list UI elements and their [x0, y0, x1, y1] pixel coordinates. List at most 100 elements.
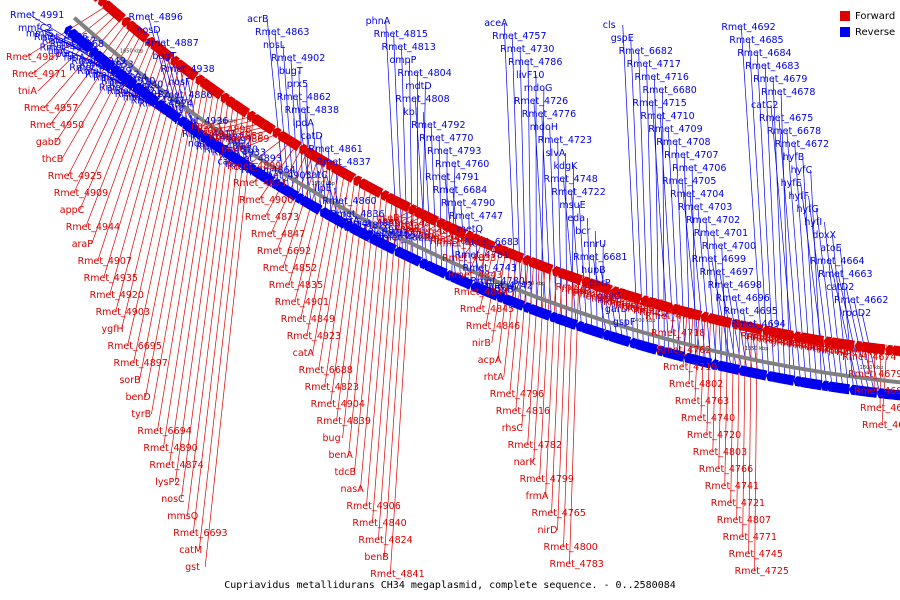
gene-label-reverse: Rmet_4700: [702, 241, 756, 252]
gene-label-forward: Rmet_4841: [370, 569, 424, 580]
gene-label-reverse: acrB: [247, 14, 268, 25]
gene-label-reverse: Rmet_4792: [411, 120, 465, 131]
gene-label-forward: Rmet_4852: [263, 263, 317, 274]
gene-label-forward: Rmet_4718: [651, 328, 705, 339]
legend-swatch-forward: [840, 11, 850, 21]
gene-label-forward: Rmet_4845: [460, 304, 514, 315]
gene-label-reverse: Rmet_4815: [374, 29, 428, 40]
gene-label-forward: sorB: [119, 375, 140, 386]
gene-label-forward: tyrB: [131, 409, 151, 420]
gene-label-forward: Rmet_4906: [346, 501, 400, 512]
gene-label-reverse: Rmet_4710: [640, 111, 694, 122]
gene-label-forward: Rmet_4843: [448, 270, 502, 281]
gene-label-reverse: Rmet_4703: [678, 202, 732, 213]
gene-label-forward: Rmet_4765: [532, 508, 586, 519]
gene-label-reverse: lpdA: [293, 118, 315, 129]
gene-label-reverse: Rmet_4902: [271, 53, 325, 64]
gene-label-reverse: Rmet_4863: [255, 27, 309, 38]
gene-label-forward: appC: [60, 205, 85, 216]
gene-label-forward: Rmet_4824: [358, 535, 412, 546]
gene-label-reverse: kdgK: [554, 161, 579, 172]
gene-label-forward: Rmet_4782: [508, 440, 562, 451]
gene-label-forward: Rmet_4840: [352, 518, 406, 529]
gene-label-reverse: aceA: [484, 18, 508, 29]
gene-label-reverse: Rmet_4793: [427, 146, 481, 157]
gene-label-forward: Rmet_4823: [305, 382, 359, 393]
gene-label-forward: Rmet_4844: [454, 287, 508, 298]
gene-label-forward: catM: [179, 545, 202, 556]
gene-label-forward: Rmet_4897: [114, 358, 168, 369]
gene-label-forward: Rmet_4738: [645, 311, 699, 322]
gene-label-forward: Rmet_4741: [705, 481, 759, 492]
gene-label-reverse: livF10: [516, 70, 544, 81]
gene-label-forward: Rmet_4721: [711, 498, 765, 509]
gene-label-forward: Rmet_4909: [54, 188, 108, 199]
leader-line-reverse: [534, 101, 547, 320]
gene-label-reverse: Rmet_4717: [627, 59, 681, 70]
gene-label-reverse: Rmet_4896: [129, 12, 183, 23]
gene-label-forward: Rmet_4835: [269, 280, 323, 291]
legend-item-reverse: Reverse: [840, 24, 895, 40]
gene-label-forward: Rmet_4783: [549, 559, 603, 570]
gene-label-forward: Rmet_4923: [287, 331, 341, 342]
gene-label-reverse: atoE: [820, 243, 841, 254]
gene-label-reverse: Rmet_4808: [395, 94, 449, 105]
gene-label-reverse: Rmet_6682: [619, 46, 673, 57]
gene-label-reverse: Rmet_6684: [433, 185, 487, 196]
gene-label-forward: Rmet_4816: [496, 406, 550, 417]
gene-label-reverse: Rmet_4692: [721, 22, 775, 33]
gene-label-forward: gabD: [36, 137, 61, 148]
kbp-tick-label: 1650 kbp: [120, 49, 144, 55]
gene-label-forward: Rmet_4807: [717, 515, 771, 526]
gene-label-forward: Rmet_4987: [6, 52, 60, 63]
gene-label-reverse: ompP: [389, 55, 416, 66]
gene-label-forward: Rmet_4920: [90, 290, 144, 301]
gene-label-reverse: Rmet_4697: [700, 267, 754, 278]
gene-label-forward: Rmet_4802: [669, 379, 723, 390]
gene-label-reverse: Rmet_4685: [729, 35, 783, 46]
gene-label-forward: Rmet_6694: [137, 426, 191, 437]
gene-label-reverse: catD: [301, 131, 323, 142]
gene-label-reverse: mdoH: [530, 122, 558, 133]
gene-label-reverse: Rmet_4683: [745, 61, 799, 72]
gene-label-forward: Rmet_4847: [251, 229, 305, 240]
gene-label-forward: Rmet_4833: [442, 253, 496, 264]
gene-label-forward: ygfH: [102, 324, 124, 335]
gene-label-reverse: Rmet_4813: [382, 42, 436, 53]
gene-label-forward: puuC: [221, 144, 246, 155]
gene-label-forward: Rmet_4855: [436, 238, 490, 249]
gene-label-reverse: Rmet_4672: [775, 139, 829, 150]
gene-label-reverse: Rmet_4786: [508, 57, 562, 68]
gene-label-reverse: Rmet_4776: [522, 109, 576, 120]
gene-label-reverse: hyfG: [796, 204, 818, 215]
leader-line-forward: [564, 272, 574, 547]
gene-label-forward: Rmet_4873: [245, 212, 299, 223]
gene-label-forward: Rmet_4925: [48, 171, 102, 182]
gene-label-reverse: Rmet_4702: [686, 215, 740, 226]
gene-label-forward: Rmet_4950: [30, 120, 84, 131]
gene-label-reverse: gspF: [613, 317, 635, 328]
gene-label-reverse: Rmet_4862: [277, 92, 331, 103]
gene-label-reverse: eda: [567, 213, 585, 224]
gene-label-forward: bug: [323, 433, 341, 444]
gene-label-reverse: kbl: [403, 107, 417, 118]
gene-label-reverse: hyfE: [781, 178, 802, 189]
gene-label-reverse: Rmet_4698: [708, 280, 762, 291]
gene-label-reverse: Rmet_4726: [514, 96, 568, 107]
gene-label-reverse: mdoG: [524, 83, 552, 94]
gene-label-reverse: Rmet_4709: [648, 124, 702, 135]
gene-label-forward: nirB: [472, 338, 491, 349]
gene-label-forward: Rmet_4944: [66, 222, 120, 233]
gene-label-reverse: Rmet_4706: [672, 163, 726, 174]
gene-label-reverse: Rmet_4684: [737, 48, 791, 59]
gene-label-forward: Rmet_4907: [78, 256, 132, 267]
gene-label-reverse: phnA: [366, 16, 391, 27]
gene-label-forward: tniA: [18, 86, 37, 97]
gene-label-reverse: Rmet_4790: [441, 198, 495, 209]
gene-label-forward: Rmet_4766: [699, 464, 753, 475]
gene-label-reverse: cls: [603, 20, 616, 31]
gene-label-reverse: hyfI: [804, 217, 822, 228]
gene-label-reverse: Rmet_4748: [543, 174, 597, 185]
gene-label-reverse: Rmet_4886: [158, 90, 212, 101]
gene-label-reverse: doxX: [812, 230, 836, 241]
